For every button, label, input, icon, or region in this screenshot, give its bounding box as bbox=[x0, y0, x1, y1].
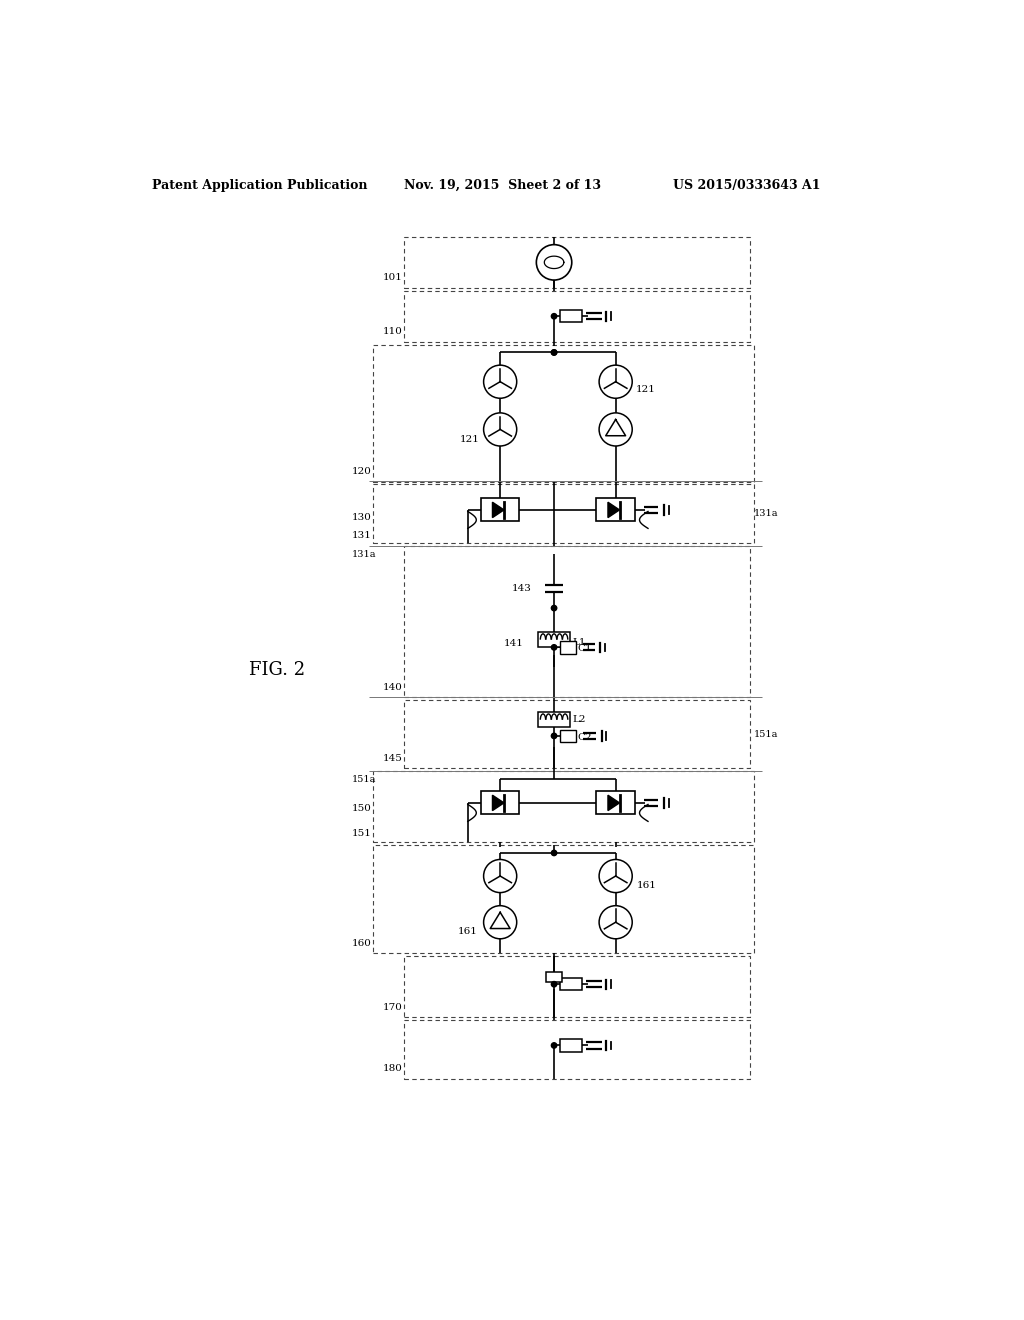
Text: 101: 101 bbox=[382, 273, 402, 282]
Polygon shape bbox=[608, 502, 620, 517]
Text: 180: 180 bbox=[382, 1064, 402, 1073]
Circle shape bbox=[551, 606, 557, 611]
Text: 140: 140 bbox=[382, 682, 402, 692]
Circle shape bbox=[483, 859, 517, 892]
Polygon shape bbox=[493, 502, 504, 517]
Text: 121: 121 bbox=[636, 385, 655, 393]
Circle shape bbox=[599, 906, 632, 939]
Circle shape bbox=[551, 733, 557, 739]
Bar bbox=[403, 1020, 751, 1078]
Circle shape bbox=[483, 906, 517, 939]
Circle shape bbox=[551, 644, 557, 649]
Bar bbox=[403, 956, 751, 1016]
Text: L1: L1 bbox=[572, 639, 586, 647]
Text: 151a: 151a bbox=[755, 730, 778, 739]
Text: 131: 131 bbox=[351, 531, 372, 540]
Bar bbox=[596, 499, 635, 521]
Bar bbox=[403, 701, 751, 768]
Circle shape bbox=[551, 350, 557, 355]
Circle shape bbox=[483, 366, 517, 399]
Text: 150: 150 bbox=[351, 804, 372, 813]
Text: 151a: 151a bbox=[351, 775, 376, 784]
Text: 141: 141 bbox=[504, 639, 524, 648]
Text: 121: 121 bbox=[460, 436, 480, 444]
Text: 151: 151 bbox=[351, 829, 372, 838]
Bar bbox=[560, 978, 582, 990]
Text: FIG. 2: FIG. 2 bbox=[249, 661, 305, 680]
Bar bbox=[373, 345, 755, 482]
Text: 120: 120 bbox=[351, 467, 372, 477]
Bar bbox=[403, 238, 751, 288]
Bar bbox=[481, 499, 519, 521]
Bar bbox=[403, 290, 751, 342]
Bar bbox=[538, 711, 570, 727]
Text: L2: L2 bbox=[572, 715, 586, 725]
Circle shape bbox=[537, 244, 571, 280]
Circle shape bbox=[483, 413, 517, 446]
Bar bbox=[560, 730, 575, 742]
Polygon shape bbox=[608, 795, 620, 810]
Circle shape bbox=[551, 850, 557, 855]
Text: Patent Application Publication: Patent Application Publication bbox=[153, 178, 368, 191]
Bar bbox=[481, 792, 519, 814]
Text: 160: 160 bbox=[351, 939, 372, 948]
Text: C2: C2 bbox=[578, 733, 592, 742]
Text: C1: C1 bbox=[578, 644, 592, 653]
Text: 131a: 131a bbox=[351, 550, 376, 560]
Text: 110: 110 bbox=[382, 327, 402, 337]
Bar bbox=[538, 632, 570, 647]
Bar bbox=[403, 546, 751, 697]
Bar bbox=[373, 845, 755, 953]
Bar bbox=[596, 792, 635, 814]
Bar bbox=[560, 642, 575, 653]
Circle shape bbox=[599, 366, 632, 399]
Bar bbox=[373, 484, 755, 544]
Text: US 2015/0333643 A1: US 2015/0333643 A1 bbox=[674, 178, 821, 191]
Text: 130: 130 bbox=[351, 513, 372, 521]
Text: 145: 145 bbox=[382, 754, 402, 763]
Text: 161: 161 bbox=[458, 927, 477, 936]
Text: 170: 170 bbox=[382, 1003, 402, 1011]
Circle shape bbox=[599, 413, 632, 446]
Circle shape bbox=[551, 1043, 557, 1048]
Circle shape bbox=[551, 350, 557, 355]
Bar bbox=[547, 972, 562, 982]
Bar bbox=[560, 1039, 582, 1052]
Text: 131a: 131a bbox=[755, 510, 779, 519]
Text: 143: 143 bbox=[512, 585, 531, 593]
Circle shape bbox=[599, 859, 632, 892]
Text: 161: 161 bbox=[637, 880, 657, 890]
Circle shape bbox=[551, 982, 557, 987]
Bar bbox=[373, 771, 755, 842]
Bar bbox=[560, 310, 582, 322]
Polygon shape bbox=[493, 795, 504, 810]
Circle shape bbox=[551, 314, 557, 319]
Text: Nov. 19, 2015  Sheet 2 of 13: Nov. 19, 2015 Sheet 2 of 13 bbox=[403, 178, 601, 191]
